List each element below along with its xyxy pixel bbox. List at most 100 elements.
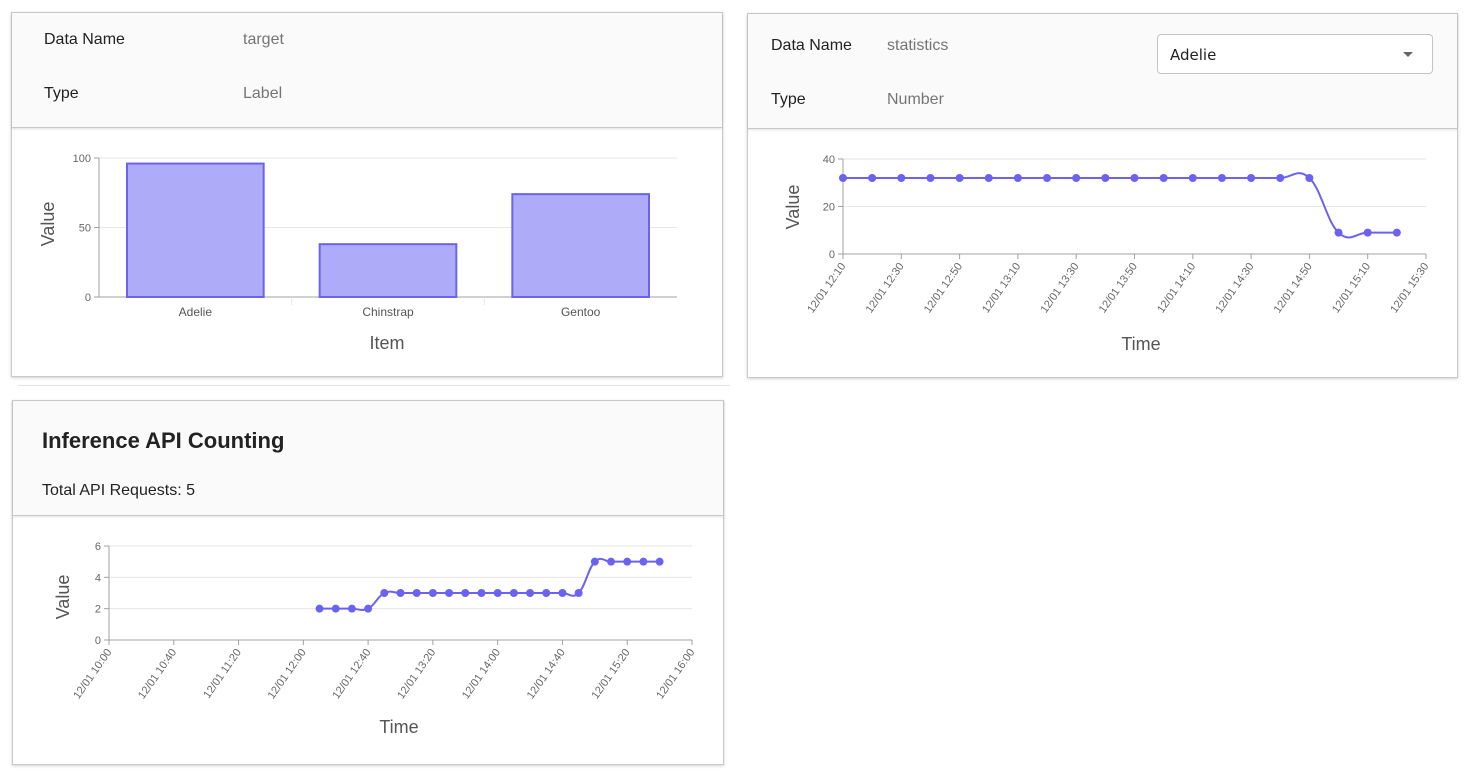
data-point — [1130, 174, 1139, 182]
x-tick-label: 12/01 10:40 — [136, 647, 179, 701]
data-point — [1101, 174, 1110, 182]
y-axis-title: Value — [53, 575, 73, 620]
x-tick-label: 12/01 14:50 — [1272, 261, 1315, 315]
y-tick-label: 50 — [79, 223, 91, 235]
data-point — [493, 589, 502, 597]
data-point — [1188, 174, 1197, 182]
y-tick-label: 0 — [85, 292, 91, 304]
type-label: Type — [771, 91, 806, 108]
type-value: Label — [243, 85, 283, 102]
inference-card: Inference API Counting Total API Request… — [12, 400, 724, 765]
x-tick-label: 12/01 15:20 — [590, 647, 633, 701]
data-point — [542, 589, 551, 597]
inference-card-header: Inference API Counting Total API Request… — [13, 401, 723, 516]
data-point — [623, 557, 632, 566]
x-tick-label: 12/01 12:10 — [805, 261, 848, 315]
data-point — [1043, 174, 1052, 182]
x-tick-label: 12/01 12:00 — [266, 647, 309, 701]
data-point — [984, 174, 993, 182]
y-tick-label: 0 — [95, 635, 101, 647]
data-point — [1247, 174, 1256, 182]
x-tick-label: 12/01 14:40 — [525, 647, 568, 701]
x-axis-title: Item — [369, 333, 404, 353]
data-point — [428, 589, 437, 597]
data-point — [1072, 174, 1081, 182]
x-tick-label: Adelie — [179, 305, 213, 319]
x-tick-label: 12/01 15:30 — [1388, 261, 1431, 315]
data-name-value: statistics — [887, 37, 949, 54]
data-point — [1392, 228, 1401, 237]
x-tick-label: 12/01 13:10 — [980, 261, 1023, 315]
y-tick-label: 20 — [823, 202, 835, 214]
data-point — [364, 604, 373, 613]
data-point — [412, 589, 421, 597]
bar — [318, 243, 458, 298]
x-tick-label: 12/01 11:20 — [201, 647, 244, 701]
data-name-label: Data Name — [44, 31, 125, 48]
series-line — [842, 172, 1397, 239]
x-tick-label: 12/01 14:30 — [1213, 261, 1256, 315]
y-axis-title: Value — [38, 202, 58, 247]
data-point — [926, 174, 935, 182]
y-tick-label: 100 — [73, 153, 91, 165]
data-point — [897, 174, 906, 182]
x-tick-label: 12/01 10:00 — [71, 647, 114, 701]
data-point — [509, 589, 518, 597]
y-tick-label: 0 — [829, 249, 835, 261]
type-label: Type — [44, 85, 79, 102]
data-point — [574, 589, 583, 597]
data-point — [590, 557, 599, 566]
data-point — [526, 589, 535, 597]
x-tick-label: 12/01 14:00 — [460, 647, 503, 701]
series-line — [319, 557, 660, 612]
item-select-value: Adelie — [1170, 46, 1217, 64]
data-point — [1276, 174, 1285, 182]
x-axis-title: Time — [1121, 334, 1160, 354]
x-axis-title: Time — [379, 717, 418, 737]
x-tick-label: 12/01 16:00 — [654, 647, 697, 701]
data-point — [1159, 174, 1168, 182]
chevron-down-icon — [1403, 52, 1413, 57]
data-point — [1334, 228, 1343, 237]
type-value: Number — [887, 91, 944, 108]
data-point — [380, 589, 389, 597]
section-divider — [18, 385, 730, 386]
x-tick-label: 12/01 14:10 — [1155, 261, 1198, 315]
item-select-dropdown[interactable]: Adelie — [1157, 34, 1433, 74]
y-tick-label: 6 — [95, 541, 101, 553]
x-tick-label: 12/01 12:50 — [922, 261, 965, 315]
x-tick-label: 12/01 15:10 — [1330, 261, 1373, 315]
data-name-label: Data Name — [771, 37, 852, 54]
data-point — [655, 557, 664, 566]
data-point — [607, 557, 616, 566]
y-axis-title: Value — [783, 185, 803, 230]
y-tick-label: 2 — [95, 604, 101, 616]
y-tick-label: 40 — [823, 154, 835, 166]
total-api-requests: Total API Requests: 5 — [42, 482, 195, 499]
data-point — [955, 174, 964, 182]
data-point — [461, 589, 470, 597]
data-point — [315, 604, 324, 613]
data-point — [839, 174, 847, 182]
x-tick-label: 12/01 12:40 — [330, 647, 373, 701]
statistics-card-header: Data Name statistics Type Number Adelie — [748, 14, 1457, 129]
data-point — [868, 174, 877, 182]
data-name-value: target — [243, 31, 284, 48]
x-tick-label: 12/01 13:30 — [1038, 261, 1081, 315]
bar — [511, 193, 651, 298]
data-point — [1217, 174, 1226, 182]
target-bar-chart: 0 50 100 Adelie Chinstrap Gentoo Item Value — [38, 153, 677, 353]
y-tick-label: 4 — [95, 572, 101, 584]
bar — [126, 162, 265, 299]
x-tick-label: Gentoo — [561, 305, 601, 319]
inference-line-chart: 0 2 4 6 12/01 10:00 12/01 10:40 12/01 11:20 12/… — [53, 541, 697, 737]
data-point — [1363, 228, 1372, 237]
data-point — [1013, 174, 1022, 182]
data-point — [558, 589, 567, 597]
data-point — [477, 589, 486, 597]
target-card-header: Data Name target Type Label — [12, 13, 722, 128]
x-tick-label: Chinstrap — [362, 305, 414, 319]
data-point — [331, 604, 340, 613]
x-tick-label: 12/01 13:50 — [1097, 261, 1140, 315]
statistics-line-chart: 0 20 40 12/01 12:10 12/01 12:30 12/01 12:50 12… — [783, 154, 1431, 354]
